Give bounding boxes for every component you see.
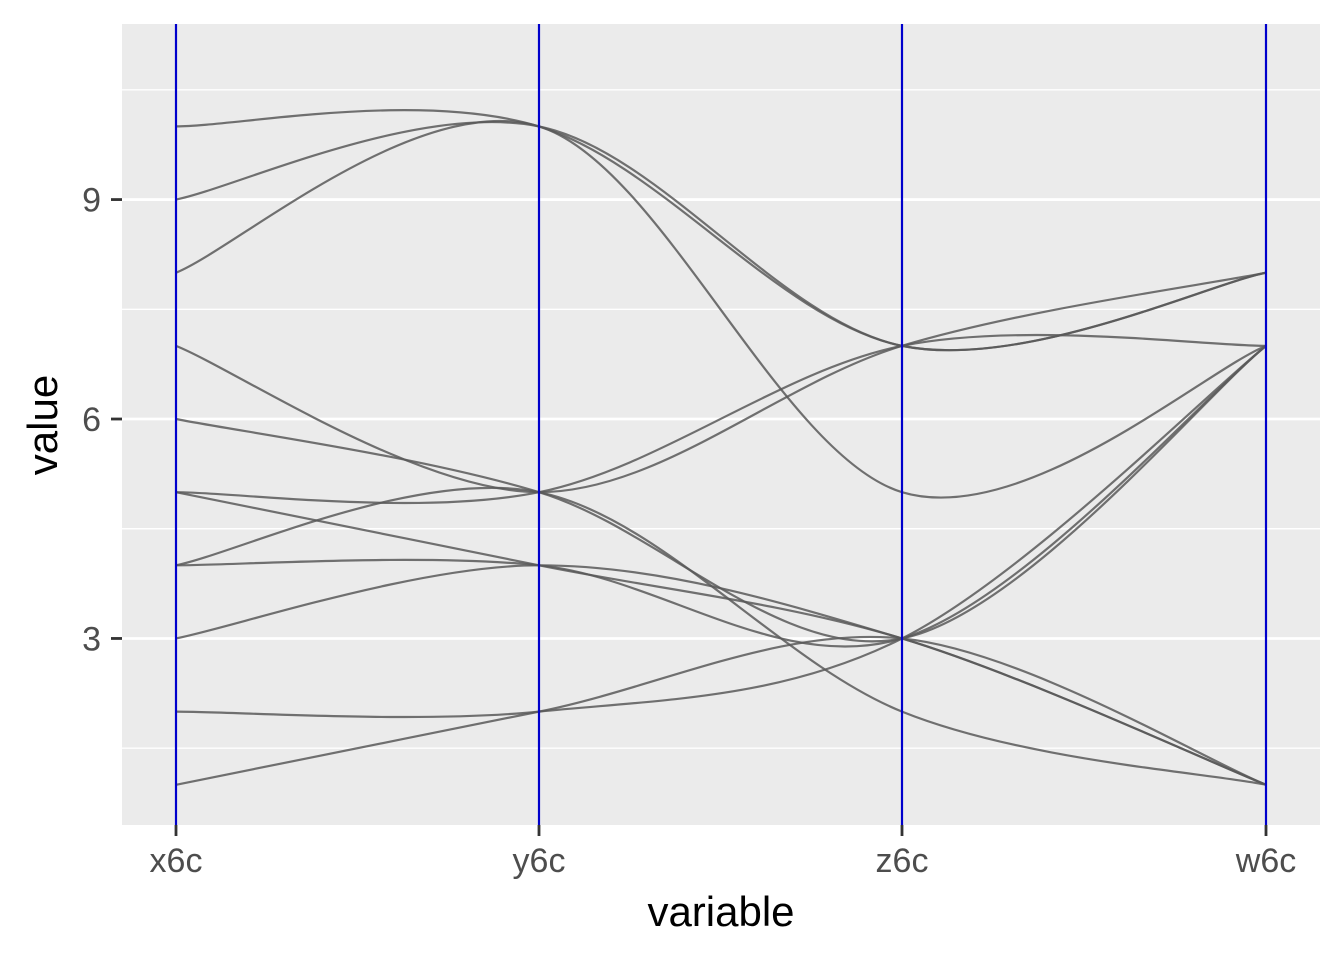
y-axis-title: value (19, 375, 66, 475)
series-line-11 (175, 333, 1267, 505)
x-tick-label-x6c: x6c (150, 842, 203, 880)
series-line-10 (175, 635, 1267, 786)
plot-panel (122, 24, 1320, 825)
series-line-3 (175, 119, 1267, 499)
series-line-4 (175, 271, 1267, 494)
series-line-7 (175, 345, 1267, 648)
x-tick-label-z6c: z6c (876, 842, 929, 880)
tick-marks: 3 6 9 x6c y6c z6c w6c (82, 182, 1296, 880)
x-tick-label-y6c: y6c (513, 842, 566, 880)
series-lines (175, 109, 1267, 786)
series-line-8 (175, 564, 1267, 786)
y-tick-label: 3 (82, 620, 101, 658)
series-line-2 (175, 121, 1267, 352)
series-line-9 (175, 345, 1267, 719)
y-tick-label: 9 (82, 182, 101, 220)
y-tick-label: 6 (82, 401, 101, 439)
parallel-axes (174, 24, 1268, 825)
series-line-12 (175, 486, 1267, 786)
x-tick-label-w6c: w6c (1235, 842, 1296, 880)
x-axis-title: variable (647, 888, 794, 935)
